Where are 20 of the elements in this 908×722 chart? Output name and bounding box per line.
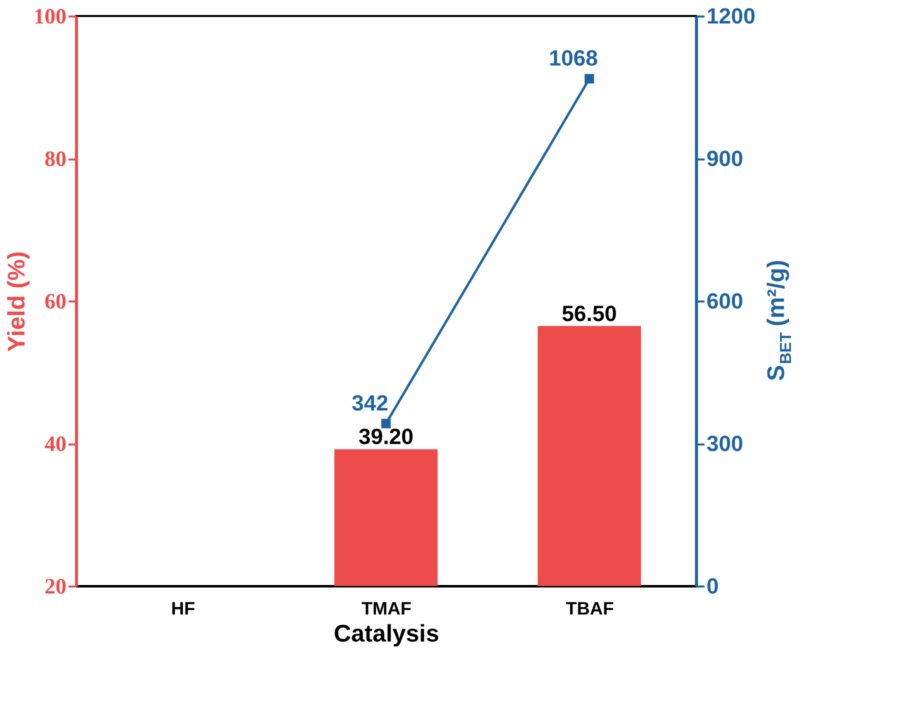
y-tick-label: 40 <box>44 431 66 456</box>
x-tick-label: TMAF <box>362 598 412 618</box>
x-axis-title: Catalysis <box>334 620 440 648</box>
y2-axis-title: SBET (m²/g) <box>763 260 795 381</box>
y2-tick-label: 900 <box>706 146 744 171</box>
y-tick-label: 100 <box>34 4 66 28</box>
y-axis-title: Yield (%) <box>4 251 30 352</box>
y2-tick-label: 600 <box>706 288 744 314</box>
y-tick-label: 60 <box>44 288 66 314</box>
data-label: 39.20 <box>358 424 414 450</box>
x-tick-label: TBAF <box>566 598 614 618</box>
data-label: 1068 <box>548 46 598 71</box>
y-tick-label: 80 <box>44 146 66 171</box>
data-label: 342 <box>352 390 388 416</box>
y-tick-label: 20 <box>44 574 66 598</box>
y2-tick-label: 0 <box>706 574 719 598</box>
y2-tick-label: 300 <box>706 431 744 456</box>
data-label: 56.50 <box>562 300 617 326</box>
y2-tick-label: 1200 <box>706 4 756 28</box>
x-tick-label: HF <box>171 598 196 618</box>
